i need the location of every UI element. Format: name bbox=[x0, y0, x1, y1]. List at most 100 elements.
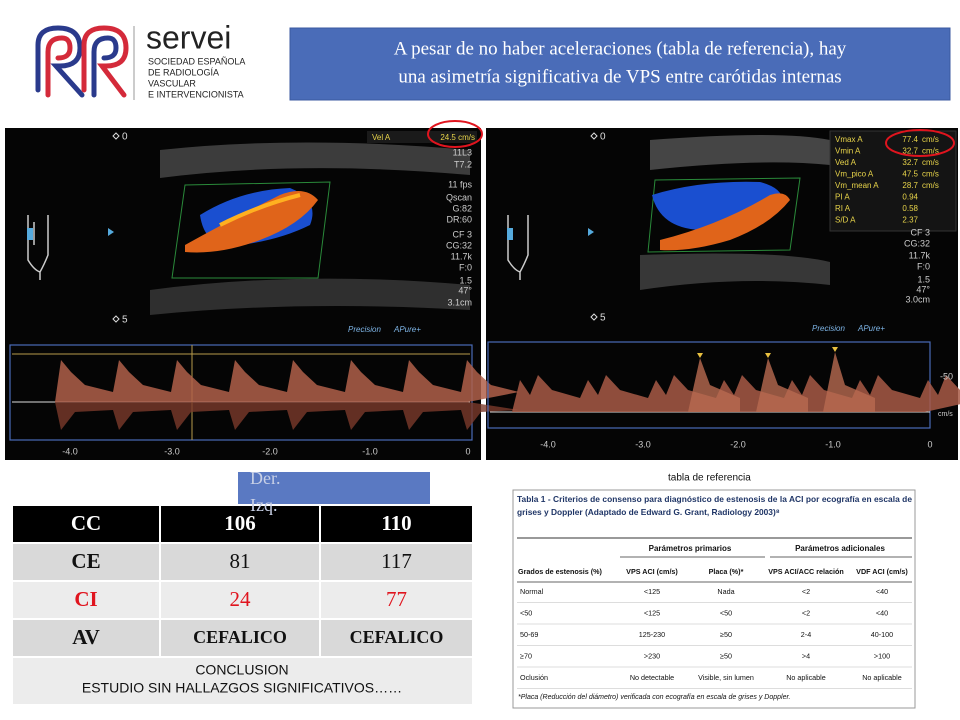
tables: CC 106 110 CE 81 117 CI 24 77 AV CEFALICO CEFALICO C… bbox=[11, 473, 916, 709]
scan-param: 3.1cm bbox=[447, 297, 472, 307]
group-header: Parámetros primarios bbox=[649, 544, 732, 553]
time-label: 0 bbox=[927, 439, 932, 449]
probe-icon bbox=[27, 215, 49, 280]
title-box bbox=[289, 27, 951, 101]
brand: APure+ bbox=[393, 325, 421, 334]
row-label: AV bbox=[72, 625, 100, 649]
color-box bbox=[647, 177, 801, 253]
scan-param: T7.2 bbox=[454, 159, 472, 169]
logo-loop bbox=[45, 35, 73, 98]
tissue bbox=[150, 278, 470, 315]
criterion: Visible, sin lumen bbox=[698, 673, 754, 682]
grade: Oclusión bbox=[520, 673, 548, 682]
logo-mark bbox=[35, 25, 129, 98]
logo-line: SOCIEDAD ESPAÑOLA bbox=[148, 56, 245, 66]
scan-param: 11.7k bbox=[451, 251, 473, 261]
grade: 50-69 bbox=[520, 630, 538, 639]
time-label: -3.0 bbox=[164, 446, 180, 456]
reference-frame bbox=[512, 489, 916, 709]
measure-value: 0.94 bbox=[902, 193, 918, 202]
color-box bbox=[171, 181, 331, 279]
scan-param: CF 3 bbox=[452, 229, 472, 239]
criterion: <2 bbox=[802, 608, 810, 617]
flow-orange bbox=[660, 193, 790, 251]
scan-param: 1.5 bbox=[917, 274, 930, 284]
scan-param: 47° bbox=[458, 285, 472, 295]
flow-orange bbox=[185, 191, 318, 253]
time-label: -1.0 bbox=[362, 446, 378, 456]
waveform bbox=[823, 352, 875, 412]
orient-mark bbox=[588, 228, 594, 236]
logo-line: VASCULAR bbox=[148, 78, 196, 88]
measure-value: 32.7 bbox=[902, 158, 918, 167]
table-value: 81 bbox=[230, 549, 251, 573]
logo-line: DE RADIOLOGÍA bbox=[148, 67, 219, 77]
table-cell bbox=[11, 542, 161, 582]
waveform bbox=[55, 360, 519, 402]
table-cell bbox=[159, 580, 321, 620]
table-value: 110 bbox=[381, 511, 411, 535]
criterion: ≥50 bbox=[720, 630, 732, 639]
side-label: Izq. bbox=[250, 495, 277, 515]
time-label: -1.0 bbox=[825, 439, 841, 449]
measure-unit: cm/s bbox=[922, 135, 939, 144]
measure-label: RI A bbox=[835, 204, 851, 213]
criterion: >230 bbox=[644, 651, 660, 660]
criterion: <50 bbox=[720, 608, 732, 617]
logo-name: servei bbox=[146, 19, 231, 55]
brand: APure+ bbox=[857, 324, 885, 333]
row-label: CC bbox=[71, 511, 101, 535]
measure-unit: cm/s bbox=[922, 170, 939, 179]
column-header: VPS ACI/ACC relación bbox=[768, 567, 844, 576]
waveform bbox=[756, 358, 808, 412]
measure-value: 32.7 bbox=[902, 147, 918, 156]
depth-marker bbox=[590, 132, 598, 321]
logo-loop bbox=[35, 25, 85, 98]
table-value: 77 bbox=[386, 587, 407, 611]
table-cell bbox=[11, 504, 161, 544]
side-label: Der. bbox=[250, 468, 281, 488]
time-label: -2.0 bbox=[730, 439, 746, 449]
scan-param: F:0 bbox=[917, 261, 930, 271]
measure-value: 47.5 bbox=[902, 170, 918, 179]
column-header: VDF ACI (cm/s) bbox=[856, 567, 908, 576]
group-header: Parámetros adicionales bbox=[795, 544, 885, 553]
probe-mark bbox=[27, 228, 33, 240]
probe-mark bbox=[507, 228, 513, 240]
criterion: 125-230 bbox=[639, 630, 665, 639]
table-cell bbox=[319, 504, 474, 544]
measure-label: Ved A bbox=[835, 158, 857, 167]
table-value: 24 bbox=[230, 587, 252, 611]
column-header: VPS ACI (cm/s) bbox=[626, 567, 678, 576]
measure-label: Vm_pico A bbox=[835, 170, 874, 179]
criterion: <2 bbox=[802, 587, 810, 596]
title-line: una asimetría significativa de VPS entre… bbox=[398, 66, 841, 87]
logo-loop bbox=[81, 25, 129, 98]
depth-label: 5 bbox=[122, 315, 128, 326]
footnote: *Placa (Reducción del diámetro) verifica… bbox=[518, 694, 791, 701]
reference-title: Tabla 1 - Criterios de consenso para dia… bbox=[517, 494, 912, 504]
peak-marker bbox=[832, 347, 838, 352]
time-label: -3.0 bbox=[635, 439, 651, 449]
criterion: 40-100 bbox=[871, 630, 893, 639]
depth-label: 0 bbox=[122, 132, 128, 143]
criterion: <40 bbox=[876, 587, 888, 596]
scan-param: 11 fps bbox=[448, 179, 472, 189]
brand: Precision bbox=[348, 325, 381, 334]
title-line: A pesar de no haber aceleraciones (tabla… bbox=[394, 38, 847, 59]
tissue bbox=[650, 135, 830, 170]
depth-marker bbox=[112, 132, 120, 323]
reference-caption: tabla de referencia bbox=[668, 473, 751, 484]
row-label: CI bbox=[74, 587, 97, 611]
scan-param: CG:32 bbox=[446, 240, 472, 250]
depth-label: 5 bbox=[600, 313, 606, 324]
velocity-label: cm/s bbox=[938, 411, 953, 418]
table-value: CEFALICO bbox=[350, 627, 444, 647]
column-header: Placa (%)* bbox=[709, 567, 744, 576]
probe-icon bbox=[507, 215, 529, 280]
peak-marker bbox=[697, 353, 703, 358]
criterion: ≥50 bbox=[720, 651, 732, 660]
measure-label: Vmax A bbox=[835, 135, 863, 144]
